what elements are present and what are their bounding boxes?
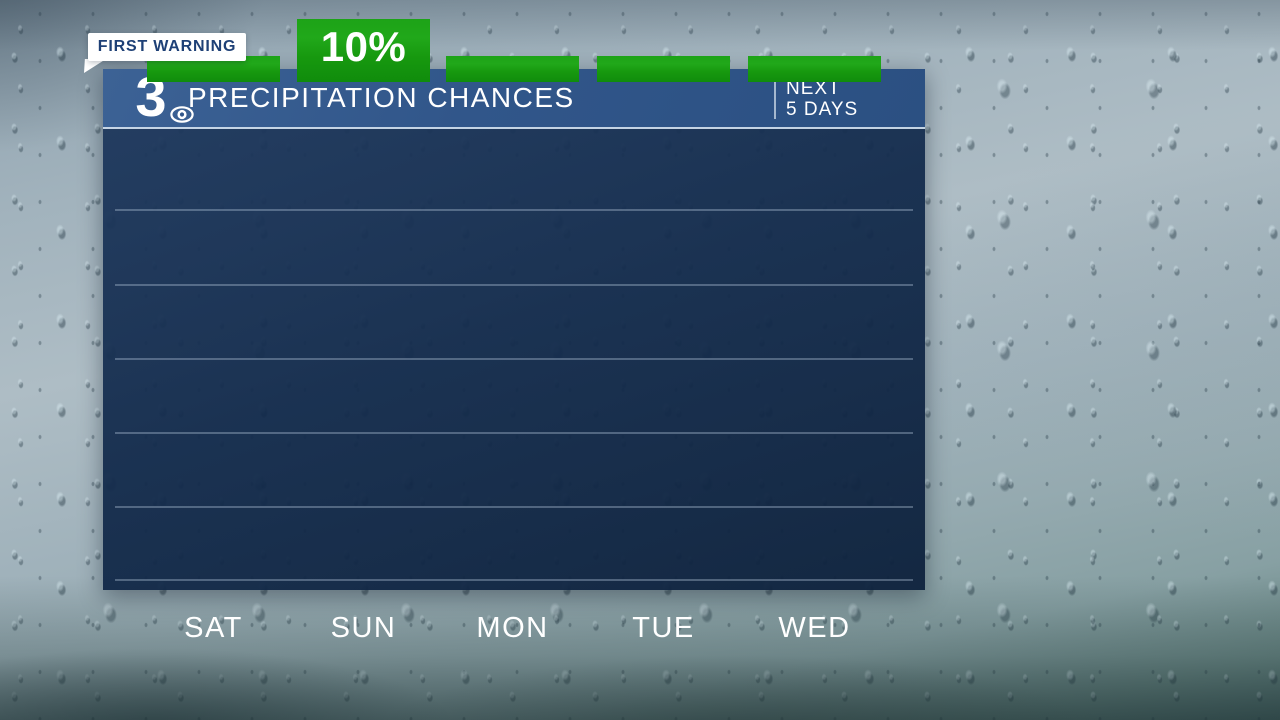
gridline-100pct [115,209,913,211]
precipitation-panel: 3 PRECIPITATION CHANCES NEXT 5 DAYS [103,19,925,644]
cbs-eye-icon [170,106,194,123]
day-label-tue: TUE [632,612,695,644]
precip-bar-tue [597,56,730,82]
day-label-wed: WED [778,612,851,644]
precip-bar-wed [748,56,881,82]
day-label-sun: SUN [330,612,397,644]
chart-area: SAT 10% SUN MON TUE [103,19,925,644]
header-divider [774,77,776,119]
day-label-mon: MON [476,612,549,644]
first-warning-badge: FIRST WARNING [88,33,246,61]
day-label-sat: SAT [184,612,243,644]
precip-value-sun: 10% [320,23,407,70]
gridline-80pct [115,284,913,286]
forecast-period-line2: 5 DAYS [786,99,859,120]
gridline-baseline [115,579,913,581]
forecast-period-line1: NEXT [786,78,841,99]
gridline-20pct [115,506,913,508]
precip-bar-sun: 10% [297,19,430,82]
first-warning-label: FIRST WARNING [97,38,237,55]
page-title: PRECIPITATION CHANCES [188,82,575,113]
gridline-40pct [115,432,913,434]
precip-bar-mon [446,56,579,82]
forecast-period: NEXT 5 DAYS [786,78,858,120]
gridline-60pct [115,358,913,360]
